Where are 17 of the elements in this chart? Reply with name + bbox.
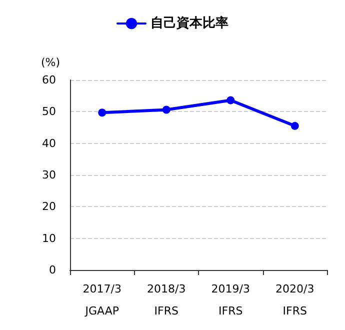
y-tick-label: 10: [42, 232, 56, 245]
x-tick-label: 2019/3 IFRS: [211, 282, 250, 318]
y-tick-label: 30: [42, 168, 56, 182]
point: [226, 96, 235, 104]
y-axis-title: (%): [40, 56, 60, 69]
y-tick-label: 50: [42, 105, 56, 118]
x-tick-label: 2017/3 JGAAP: [82, 282, 122, 318]
point: [290, 122, 299, 130]
x-tick-label: 2018/3 IFRS: [147, 282, 186, 318]
y-tick-label: 0: [49, 264, 56, 276]
point: [162, 106, 170, 114]
y-tick-label: 20: [42, 200, 56, 214]
point: [98, 108, 106, 117]
y-tick-label: 40: [42, 136, 56, 150]
x-tick-label: 2020/3 IFRS: [276, 282, 314, 318]
y-tick-label: 60: [42, 74, 56, 86]
legend-label: 自己資本比率: [150, 15, 228, 31]
